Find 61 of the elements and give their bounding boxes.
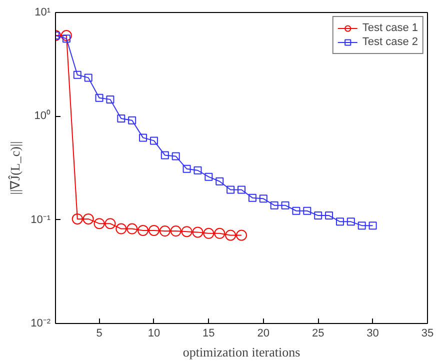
point [84, 74, 92, 82]
point [214, 228, 226, 239]
legend-label: Test case 2 [362, 35, 418, 49]
point [106, 95, 114, 104]
y-tick-label: 10⁻² [30, 318, 51, 330]
x-tick-label: 5 [96, 328, 102, 340]
point [116, 223, 127, 234]
point [62, 34, 70, 43]
point [170, 226, 182, 237]
point [346, 218, 355, 226]
point [73, 70, 82, 79]
point [368, 222, 377, 230]
point [194, 166, 202, 174]
point [160, 151, 169, 160]
x-tick-label: 30 [366, 328, 379, 340]
point [182, 164, 191, 173]
x-tick-label: 25 [312, 328, 324, 340]
point [204, 172, 213, 181]
point [336, 218, 344, 226]
point [159, 226, 170, 237]
point [303, 206, 312, 215]
legend-label: Test case 1 [362, 21, 418, 35]
point [248, 194, 256, 202]
point [138, 224, 149, 236]
point [236, 230, 247, 241]
point [281, 201, 290, 210]
point [82, 213, 94, 224]
point [172, 152, 180, 160]
point [128, 116, 136, 124]
point [259, 194, 268, 203]
point [226, 186, 235, 194]
point [238, 186, 246, 194]
point [270, 201, 278, 210]
point [181, 226, 192, 238]
point [94, 218, 105, 230]
point [314, 212, 322, 220]
y-tick-label: 10⁰ [34, 109, 51, 122]
y-tick-label: 10⁻¹ [30, 214, 51, 226]
x-tick-label: 15 [202, 328, 215, 340]
point [150, 136, 158, 145]
x-tick-label: 10 [148, 328, 160, 340]
point [126, 223, 138, 234]
point [225, 230, 236, 241]
point [95, 94, 104, 102]
point [358, 222, 366, 230]
x-axis-title: optimization iterations [182, 344, 300, 360]
point [292, 206, 300, 215]
point [139, 134, 148, 142]
point [148, 224, 160, 236]
point [216, 177, 224, 186]
x-tick-label: 20 [257, 328, 270, 340]
point [325, 212, 334, 220]
y-axis-title: ||∇Ĵ(L_c)|| [8, 141, 23, 195]
point [104, 218, 116, 230]
point [117, 114, 126, 122]
point [72, 213, 83, 224]
point [192, 226, 204, 238]
x-tick-label: 35 [421, 328, 434, 340]
point [203, 228, 214, 239]
y-tick-label: 10¹ [34, 6, 51, 18]
point [60, 30, 72, 41]
